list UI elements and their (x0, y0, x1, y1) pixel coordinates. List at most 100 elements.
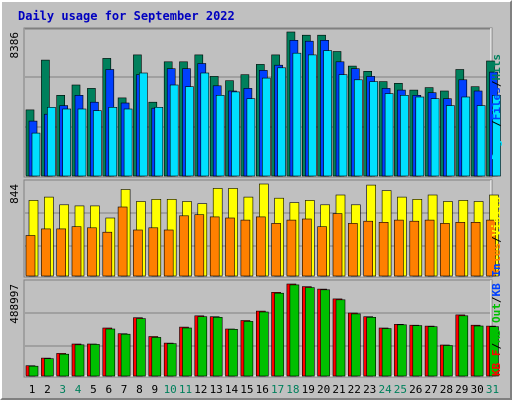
x-tick-label: 25 (394, 383, 407, 396)
kb_in-bar (458, 315, 469, 377)
kb_in-bar (151, 337, 162, 377)
pages-bar (123, 108, 133, 177)
x-tick-label: 30 (470, 383, 483, 396)
x-tick-label: 2 (44, 383, 51, 396)
x-tick-label: 3 (59, 383, 66, 396)
kb_in-bar (28, 365, 39, 377)
pages-bar (154, 107, 164, 177)
kb_in-bar (182, 327, 192, 377)
x-tick-label: 24 (378, 383, 392, 396)
sites-bar (301, 218, 312, 277)
sites-bar (486, 219, 496, 277)
pages-bar (430, 98, 440, 177)
pages-bar (77, 108, 87, 177)
kb_in-bar (304, 287, 315, 377)
chart-title: Daily usage for September 2022 (18, 9, 235, 23)
sites-bar (71, 226, 82, 277)
legend-files: Files (490, 87, 503, 120)
sites-bar (87, 227, 97, 277)
sites-bar (271, 223, 281, 277)
pages-bar (215, 95, 225, 177)
legend-pages: Pages (490, 127, 503, 160)
sites-bar (225, 217, 235, 277)
sites-bar (332, 213, 343, 277)
x-tick-label: 8 (136, 383, 143, 396)
panel-kbytes (23, 279, 499, 378)
pages-bar (369, 81, 379, 177)
pages-bar (384, 93, 394, 177)
legend-kb-in: KB In (490, 263, 503, 296)
pages-bar (292, 52, 302, 177)
kb_in-bar (427, 326, 438, 377)
legend-visits: Visits (490, 197, 503, 237)
legend-sep-3: / (490, 236, 503, 243)
sites-bar (424, 219, 435, 277)
y-max-label-kbytes: 488997 (8, 284, 21, 324)
kb_in-bar (320, 289, 330, 377)
sites-bar (440, 223, 450, 277)
kb_in-bar (120, 333, 131, 377)
sites-bar (378, 222, 389, 277)
pages-bar (307, 54, 317, 177)
kb_in-bar (350, 313, 361, 377)
sites-bar (41, 228, 51, 277)
sites-bar (179, 215, 189, 277)
sites-bar (209, 216, 220, 277)
kb_in-bar (274, 292, 284, 377)
kb_in-bar (289, 284, 300, 377)
pages-bar (93, 110, 102, 177)
pages-bar (446, 105, 455, 177)
x-tick-label: 13 (210, 383, 223, 396)
pages-bar (353, 79, 363, 177)
kb_in-bar (74, 344, 85, 377)
panel-hits-files-pages (23, 27, 501, 178)
kb_in-bar (489, 326, 499, 377)
x-tick-label: 29 (455, 383, 468, 396)
legend-sites: Sites (490, 243, 503, 276)
y-max-label-hits: 8386 (8, 32, 21, 59)
pages-bar (338, 74, 348, 177)
kb_in-bar (381, 328, 392, 377)
pages-bar (461, 96, 471, 177)
kb_in-bar (397, 324, 407, 377)
x-tick-label: 12 (194, 383, 207, 396)
legend-hits: Hits (490, 54, 503, 81)
pages-bar (62, 108, 72, 177)
sites-bar (148, 227, 159, 277)
sites-bar (133, 229, 143, 277)
legend-sep-1: / (490, 120, 503, 127)
y-max-label-visits: 844 (8, 184, 21, 204)
sites-bar (240, 219, 251, 277)
sites-bar (56, 228, 67, 277)
x-tick-label: 6 (105, 383, 112, 396)
kb_in-bar (366, 316, 377, 377)
pages-bar (108, 107, 118, 177)
sites-bar (255, 216, 266, 277)
sites-bar (347, 223, 358, 277)
legend-kb-f: KB F (490, 350, 503, 377)
x-tick-label: 7 (121, 383, 128, 396)
kb_in-bar (90, 344, 100, 377)
sites-bar (470, 222, 481, 277)
x-tick-label: 10 (164, 383, 177, 396)
x-tick-label: 21 (332, 383, 345, 396)
sites-bar (394, 219, 404, 277)
kb_in-bar (258, 311, 269, 377)
pages-bar (169, 84, 179, 177)
kb_in-bar (212, 316, 223, 377)
x-tick-label: 16 (256, 383, 269, 396)
legend-sep-4: / (490, 343, 503, 350)
x-tick-label: 11 (179, 383, 192, 396)
x-tick-label: 27 (424, 383, 437, 396)
x-tick-label: 28 (440, 383, 453, 396)
kb_in-bar (44, 358, 54, 377)
pages-bar (277, 67, 286, 177)
x-tick-label: 4 (75, 383, 82, 396)
pages-bar (323, 50, 332, 177)
x-tick-label: 23 (363, 383, 376, 396)
x-tick-label: 22 (348, 383, 361, 396)
x-tick-label: 14 (225, 383, 239, 396)
legend-kbytes: KB F/KB Out/KB In (490, 263, 503, 376)
pages-bar (492, 95, 501, 177)
